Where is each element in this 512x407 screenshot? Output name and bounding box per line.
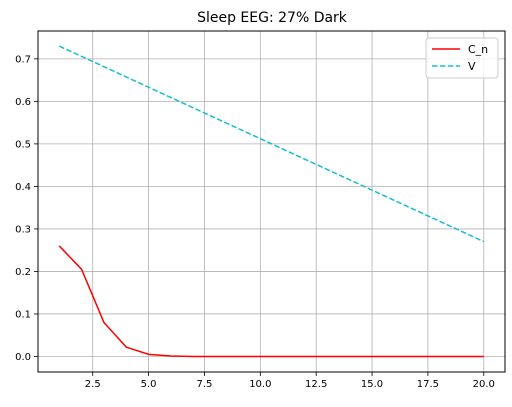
legend-label: C_n [468,43,488,56]
legend-label: V [468,60,476,73]
y-axis: 0.0 0.1 0.2 0.3 0.4 0.5 0.6 0.7 [15,54,38,363]
y-tick-label: 0.6 [15,97,31,108]
legend-box [425,37,499,79]
x-axis: 2.5 5.0 7.5 10.0 12.5 15.0 17.5 20.0 [85,372,495,390]
y-tick-label: 0.2 [15,267,31,278]
x-tick-label: 20.0 [473,379,495,390]
x-tick-label: 17.5 [417,379,439,390]
y-tick-label: 0.3 [15,224,31,235]
x-tick-label: 2.5 [85,379,101,390]
y-tick-label: 0.0 [15,352,31,363]
grid-lines [38,31,505,372]
legend: C_n V [425,37,499,79]
series-line-v [58,45,485,243]
y-tick-label: 0.4 [15,182,31,193]
series-layer [58,45,485,358]
y-tick-label: 0.7 [15,54,31,65]
x-tick-label: 10.0 [249,379,271,390]
x-tick-label: 12.5 [305,379,327,390]
x-tick-label: 7.5 [197,379,213,390]
x-tick-label: 15.0 [361,379,383,390]
y-tick-label: 0.1 [15,309,31,320]
chart-title: Sleep EEG: 27% Dark [197,10,348,26]
y-tick-label: 0.5 [15,139,31,150]
series-line-c-n [58,245,484,358]
plot-area [37,30,506,373]
x-tick-label: 5.0 [141,379,157,390]
